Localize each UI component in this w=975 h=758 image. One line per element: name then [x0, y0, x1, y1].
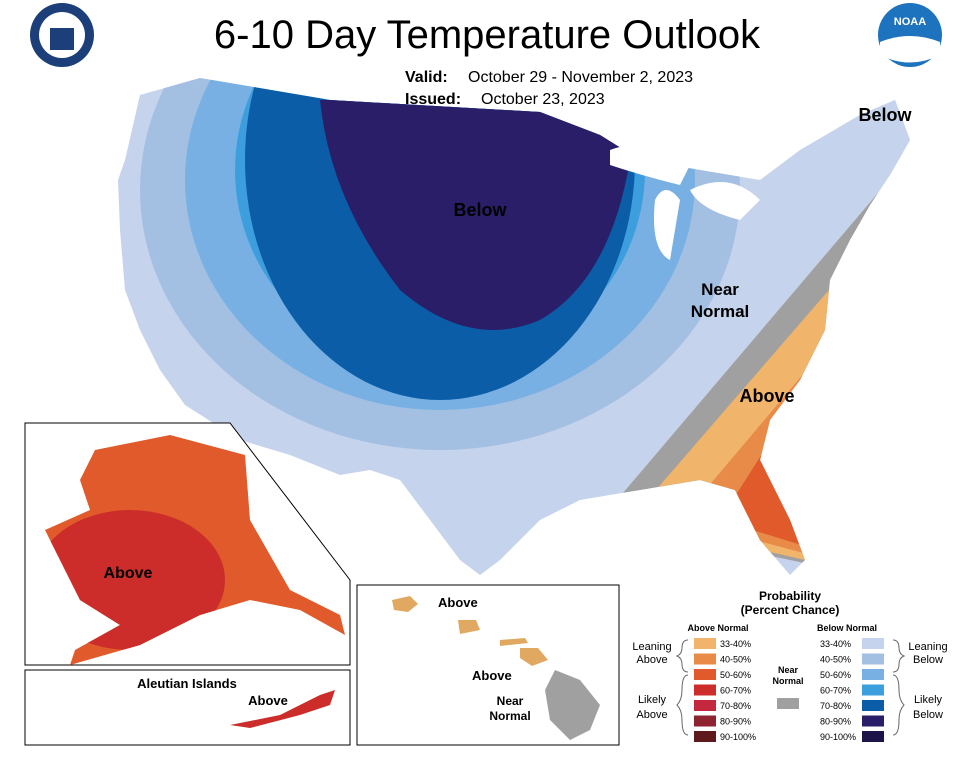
label-above: Above: [472, 668, 512, 683]
legend-swatch: [862, 653, 884, 665]
legend-level: 33-40%: [720, 639, 751, 649]
legend-swatch: [862, 638, 884, 649]
legend-level: 40-50%: [820, 655, 851, 665]
legend-header: Above Normal: [687, 623, 748, 633]
label-above: Above: [104, 565, 153, 582]
likely-above: Above: [636, 709, 667, 721]
legend-level: 70-80%: [820, 701, 851, 711]
title: 6-10 Day Temperature Outlook: [214, 13, 761, 57]
label-near: Near: [497, 694, 524, 708]
label-near: Near: [701, 280, 739, 299]
likely-above: Likely: [638, 694, 667, 706]
aleutian-islands: [230, 690, 335, 728]
aleutian-title: Aleutian Islands: [137, 676, 237, 691]
hawaii-islands: [392, 596, 548, 666]
legend-swatch: [694, 700, 716, 711]
leaning-below: Below: [913, 654, 943, 666]
great-lakes: [610, 145, 760, 260]
leaning-above: Leaning: [632, 641, 671, 653]
noaa-logo: NOAA: [878, 3, 942, 67]
issued-label: Issued:: [405, 91, 461, 108]
label-below: Below: [858, 105, 912, 125]
legend-brace: [675, 639, 906, 736]
legend-swatch: [694, 684, 716, 696]
likely-below: Likely: [914, 694, 943, 706]
issued-date: October 23, 2023: [481, 91, 605, 108]
legend-level: 40-50%: [720, 655, 751, 665]
legend-level: 70-80%: [720, 701, 751, 711]
legend-swatch: [694, 669, 716, 680]
label-above: Above: [438, 595, 478, 610]
legend-swatch: [862, 715, 884, 727]
noaa-text: NOAA: [894, 16, 926, 28]
leaning-above: Above: [636, 654, 667, 666]
legend-level: 90-100%: [820, 732, 856, 742]
legend-swatch: [862, 700, 884, 711]
legend-swatch: [694, 731, 716, 742]
label-above: Above: [739, 386, 794, 406]
legend-near: Near: [778, 665, 799, 675]
legend-swatch: [862, 684, 884, 696]
likely-below: Below: [913, 709, 943, 721]
legend-level: 90-100%: [720, 732, 756, 742]
legend-swatch: [694, 638, 716, 649]
legend-level: 50-60%: [720, 670, 751, 680]
hawaii-big-island: [545, 670, 600, 740]
leaning-below: Leaning: [908, 641, 947, 653]
legend-swatch: [777, 698, 799, 709]
legend-swatch: [862, 669, 884, 680]
legend-level: 33-40%: [820, 639, 851, 649]
label-normal: Normal: [691, 302, 750, 321]
legend: Probability (Percent Chance) Above Norma…: [632, 589, 948, 742]
label-above: Above: [248, 693, 288, 708]
legend-swatch: [694, 715, 716, 727]
label-normal: Normal: [489, 709, 530, 723]
legend-title: (Percent Chance): [741, 603, 840, 617]
legend-near: Normal: [772, 676, 803, 686]
legend-swatch: [862, 731, 884, 742]
valid-dates: October 29 - November 2, 2023: [468, 69, 693, 86]
legend-level: 60-70%: [720, 686, 751, 696]
legend-level: 60-70%: [820, 686, 851, 696]
legend-header: Below Normal: [817, 623, 877, 633]
legend-swatch: [694, 653, 716, 665]
legend-level: 80-90%: [720, 717, 751, 727]
commerce-seal: [30, 3, 94, 67]
legend-level: 80-90%: [820, 717, 851, 727]
legend-level: 50-60%: [820, 670, 851, 680]
valid-label: Valid:: [405, 69, 448, 86]
label-below: Below: [453, 200, 507, 220]
legend-title: Probability: [759, 589, 821, 603]
